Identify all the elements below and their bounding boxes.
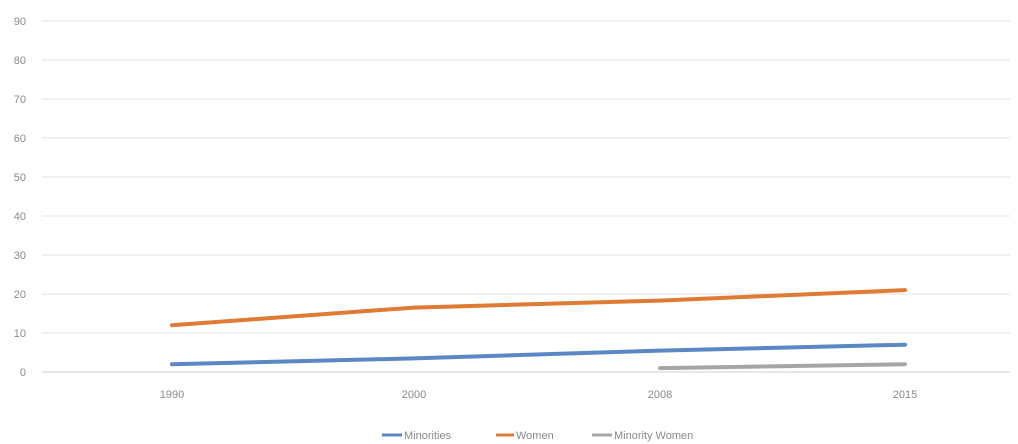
y-tick-label: 20 [14,289,26,301]
series-line-minority-women [658,362,907,371]
series-line-women [170,288,907,328]
legend-label: Minority Women [614,430,693,442]
y-tick-label: 40 [14,211,26,223]
x-axis-ticks: 1990 2000 2008 2015 [160,389,917,401]
y-tick-label: 30 [14,250,26,262]
y-tick-label: 70 [14,94,26,106]
y-tick-label: 10 [14,328,26,340]
y-axis-ticks: 0 10 20 30 40 50 60 70 80 90 [14,16,26,379]
y-tick-label: 0 [20,367,26,379]
series-lines [170,288,907,371]
gridlines [42,20,1010,373]
legend: Minorities Women Minority Women [382,430,693,442]
x-tick-label: 2000 [402,389,426,401]
y-tick-label: 60 [14,133,26,145]
legend-label: Women [516,430,554,442]
x-tick-label: 2015 [893,389,917,401]
series-line-minorities [170,342,907,367]
y-tick-label: 80 [14,55,26,67]
x-tick-label: 1990 [160,389,184,401]
x-tick-label: 2008 [648,389,672,401]
y-tick-label: 90 [14,16,26,28]
y-tick-label: 50 [14,172,26,184]
legend-label: Minorities [404,430,452,442]
